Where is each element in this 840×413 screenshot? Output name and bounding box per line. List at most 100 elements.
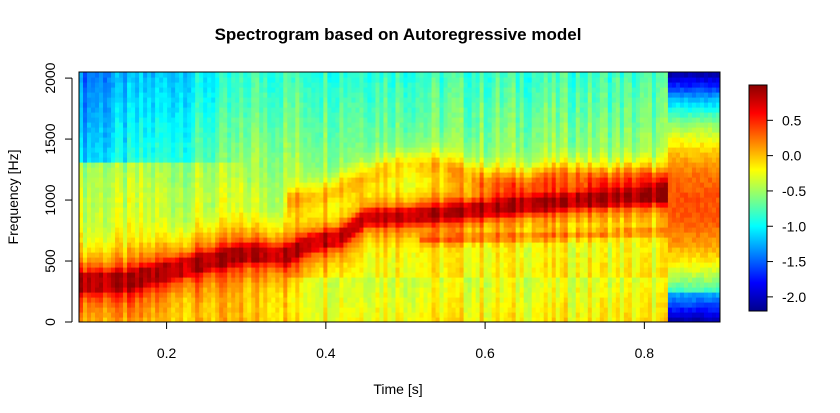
- heatmap-cell: [367, 172, 373, 178]
- heatmap-cell: [155, 297, 160, 303]
- heatmap-cell: [367, 287, 373, 293]
- heatmap-cell: [203, 297, 208, 303]
- heatmap-cell: [363, 252, 369, 258]
- heatmap-cell: [331, 222, 336, 228]
- heatmap-cell: [251, 167, 256, 173]
- heatmap-cell: [279, 177, 284, 183]
- heatmap-cell: [475, 272, 481, 278]
- heatmap-cell: [147, 207, 152, 213]
- heatmap-cell: [79, 137, 84, 143]
- heatmap-cell: [371, 292, 377, 298]
- heatmap-cell: [251, 237, 256, 243]
- heatmap-cell: [423, 117, 429, 123]
- heatmap-cell: [243, 137, 248, 143]
- heatmap-cell: [295, 187, 300, 193]
- heatmap-cell: [107, 297, 112, 303]
- heatmap-cell: [151, 77, 156, 83]
- heatmap-cell: [227, 242, 232, 248]
- heatmap-cell: [139, 302, 144, 308]
- heatmap-cell: [191, 152, 196, 158]
- heatmap-cell: [319, 142, 324, 148]
- heatmap-cell: [283, 202, 288, 208]
- heatmap-cell: [211, 222, 216, 228]
- heatmap-cell: [191, 92, 196, 98]
- heatmap-cell: [399, 302, 405, 308]
- heatmap-cell: [267, 277, 272, 283]
- heatmap-cell: [235, 302, 240, 308]
- heatmap-cell: [467, 202, 473, 208]
- heatmap-cell: [179, 117, 184, 123]
- heatmap-cell: [99, 122, 104, 128]
- heatmap-cell: [307, 187, 312, 193]
- heatmap-cell: [367, 317, 373, 322]
- heatmap-cell: [427, 317, 433, 322]
- heatmap-cell: [159, 242, 164, 248]
- heatmap-cell: [203, 277, 208, 283]
- heatmap-cell: [327, 107, 332, 113]
- heatmap-cell: [315, 187, 320, 193]
- heatmap-cell: [475, 212, 481, 218]
- heatmap-cell: [403, 282, 409, 288]
- heatmap-cell: [283, 277, 288, 283]
- heatmap-cell: [111, 112, 116, 118]
- heatmap-cell: [127, 97, 132, 103]
- heatmap-cell: [339, 127, 345, 133]
- heatmap-cell: [239, 242, 244, 248]
- heatmap-cell: [399, 137, 405, 143]
- heatmap-cell: [347, 152, 353, 158]
- heatmap-cell: [331, 202, 336, 208]
- heatmap-cell: [203, 87, 208, 93]
- heatmap-cell: [131, 122, 136, 128]
- heatmap-cell: [391, 277, 397, 283]
- heatmap-cell: [475, 217, 481, 223]
- heatmap-cell: [243, 302, 248, 308]
- heatmap-cell: [91, 247, 96, 253]
- heatmap-cell: [443, 187, 449, 193]
- heatmap-cell: [383, 77, 389, 83]
- heatmap-cell: [199, 122, 204, 128]
- heatmap-cell: [407, 287, 413, 293]
- heatmap-cell: [103, 152, 108, 158]
- heatmap-cell: [271, 317, 276, 322]
- heatmap-cell: [187, 317, 192, 322]
- heatmap-cell: [439, 267, 445, 273]
- heatmap-cell: [187, 312, 192, 318]
- heatmap-cell: [291, 212, 296, 218]
- heatmap-cell: [299, 137, 304, 143]
- heatmap-cell: [175, 187, 180, 193]
- heatmap-cell: [435, 272, 441, 278]
- heatmap-cell: [387, 262, 393, 268]
- heatmap-cell: [447, 72, 453, 78]
- heatmap-cell: [419, 107, 425, 113]
- heatmap-cell: [375, 77, 381, 83]
- heatmap-cell: [255, 207, 260, 213]
- heatmap-cell: [419, 197, 425, 203]
- heatmap-cell: [431, 77, 437, 83]
- heatmap-cell: [207, 202, 212, 208]
- heatmap-cell: [207, 97, 212, 103]
- heatmap-cell: [167, 287, 172, 293]
- heatmap-cell: [379, 162, 385, 168]
- heatmap-cell: [435, 277, 441, 283]
- heatmap-cell: [343, 162, 349, 168]
- heatmap-cell: [87, 272, 92, 278]
- heatmap-cell: [471, 247, 477, 253]
- heatmap-cell: [255, 127, 260, 133]
- heatmap-cell: [231, 117, 236, 123]
- heatmap-cell: [123, 172, 128, 178]
- heatmap-cell: [423, 277, 429, 283]
- heatmap-cell: [147, 162, 152, 168]
- heatmap-cell: [199, 92, 204, 98]
- heatmap-cell: [303, 237, 308, 243]
- heatmap-cell: [175, 282, 180, 288]
- heatmap-cell: [263, 172, 268, 178]
- heatmap-cell: [171, 247, 176, 253]
- heatmap-cell: [119, 232, 124, 238]
- heatmap-cell: [119, 252, 124, 258]
- heatmap-cell: [231, 232, 236, 238]
- heatmap-cell: [131, 92, 136, 98]
- heatmap-cell: [335, 192, 341, 198]
- heatmap-cell: [239, 247, 244, 253]
- heatmap-cell: [375, 197, 381, 203]
- heatmap-cell: [367, 312, 373, 318]
